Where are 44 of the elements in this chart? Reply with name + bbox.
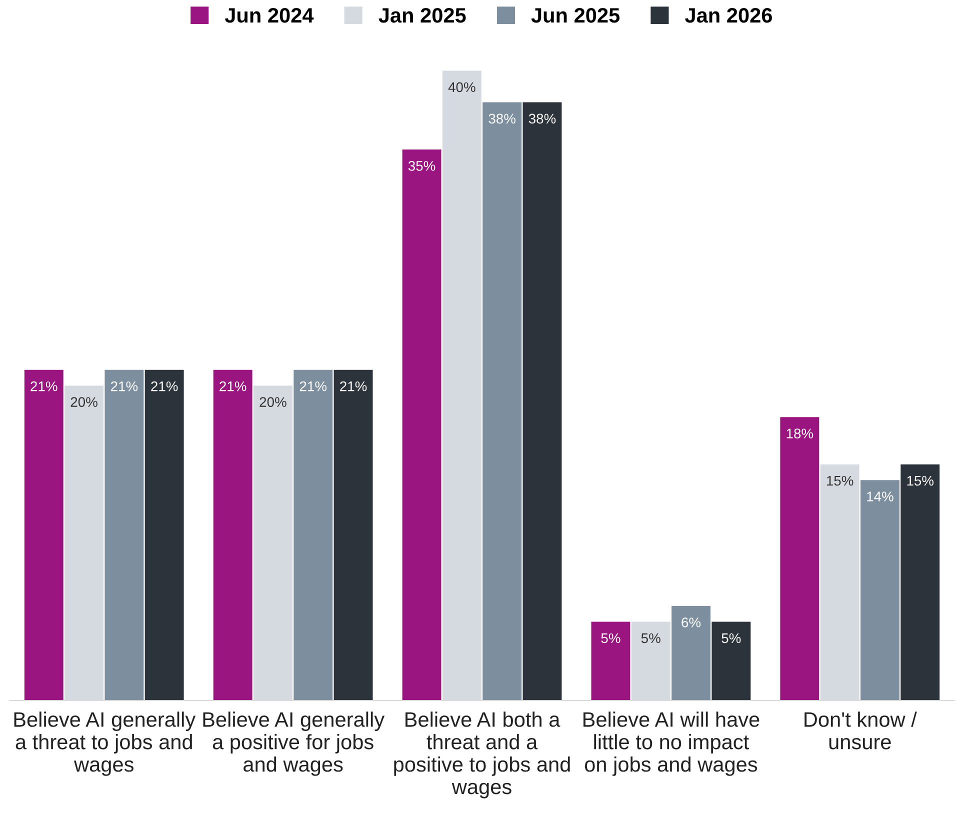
data-label: 21% xyxy=(300,381,327,392)
data-label: 21% xyxy=(30,381,58,392)
legend-label: Jan 2025 xyxy=(378,8,466,23)
data-label: 35% xyxy=(408,160,436,171)
data-label: 21% xyxy=(151,381,178,392)
data-label: 40% xyxy=(448,82,476,92)
data-label: 5% xyxy=(722,633,741,644)
data-label: 20% xyxy=(70,397,98,407)
x-tick-label: Believe AI generally a threat to jobs and wages xyxy=(14,712,196,776)
data-label: 5% xyxy=(641,633,660,644)
data-label: 6% xyxy=(682,618,701,628)
bar xyxy=(482,102,522,701)
bar xyxy=(334,370,373,701)
data-label: 21% xyxy=(220,381,246,392)
bar xyxy=(900,464,940,701)
data-label: 15% xyxy=(907,476,934,486)
bar xyxy=(672,606,710,701)
bar xyxy=(522,102,562,701)
bar xyxy=(591,622,630,701)
data-label: 15% xyxy=(826,476,854,486)
data-label: 21% xyxy=(110,381,138,392)
bar xyxy=(104,370,144,701)
bar xyxy=(294,370,333,701)
data-label: 38% xyxy=(488,114,516,124)
x-tick-label: Don't know / unsure xyxy=(804,712,917,750)
data-label: 5% xyxy=(601,633,620,644)
data-label: 14% xyxy=(867,492,894,502)
data-label: 38% xyxy=(528,114,556,124)
bar xyxy=(860,480,900,701)
legend-label: Jan 2026 xyxy=(685,8,772,23)
data-label: 21% xyxy=(340,381,367,392)
bar xyxy=(780,417,820,701)
bar xyxy=(712,622,751,701)
bar xyxy=(24,370,64,701)
bar xyxy=(144,370,184,701)
x-tick-label: Believe AI will have little to no impact on jobs and wages xyxy=(583,712,760,776)
data-label: 18% xyxy=(786,428,814,438)
legend-label: Jun 2024 xyxy=(224,8,314,23)
x-tick-label: Believe AI generally a positive for jobs and wages xyxy=(203,712,385,776)
data-label: 20% xyxy=(260,397,286,407)
legend-label: Jun 2025 xyxy=(531,8,620,23)
bar xyxy=(213,370,252,701)
x-tick-label: Believe AI both a threat and a positive to jobs and wages xyxy=(394,712,570,798)
bar xyxy=(402,150,442,701)
